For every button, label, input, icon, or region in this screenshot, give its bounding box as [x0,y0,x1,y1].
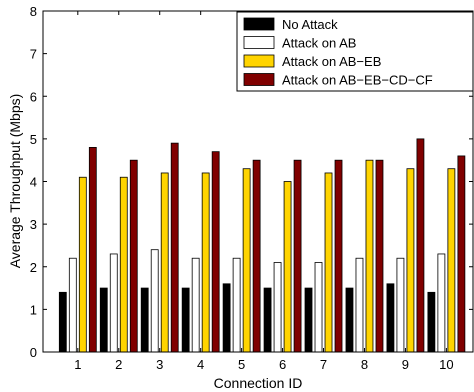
bar-series-4-connection-10 [457,155,466,353]
axes-group: 0 1 2 3 4 5 6 7 8 1 2 3 4 5 6 7 8 9 10 [30,4,474,372]
bar-series-2-connection-5 [232,257,241,353]
legend-label-series-3: Attack on AB−EB [282,54,381,69]
x-tick-label: 3 [156,357,163,372]
bar-series-4-connection-3 [170,142,179,353]
x-tick-label: 6 [279,357,286,372]
bar-series-2-connection-2 [109,253,118,353]
bar-series-1-connection-6 [263,287,272,353]
x-axis-label: Connection ID [214,375,303,391]
legend-swatch-series-1 [243,17,275,31]
bar-series-3-connection-1 [78,176,87,353]
x-tick-label: 10 [439,357,453,372]
x-tick-label: 1 [74,357,81,372]
bar-series-3-connection-3 [160,172,169,353]
x-tick-label: 2 [115,357,122,372]
y-tick-label: 7 [30,47,37,62]
legend-box [236,11,474,92]
bar-series-4-connection-2 [129,159,138,353]
bar-series-2-connection-9 [396,257,405,353]
bar-series-1-connection-8 [345,287,354,353]
legend-swatch-series-3 [243,54,275,68]
bar-series-4-connection-7 [334,159,343,353]
legend-swatch-series-2 [243,36,275,49]
bars-group [58,138,466,353]
x-tick-label: 4 [197,357,204,372]
bar-series-3-connection-8 [365,159,374,353]
bar-series-2-connection-1 [68,257,77,353]
bar-series-1-connection-5 [222,283,231,353]
bar-series-4-connection-6 [293,159,302,353]
y-tick-label: 8 [30,4,37,19]
bar-series-3-connection-9 [406,168,415,353]
bar-series-2-connection-7 [314,262,323,353]
y-tick-label: 2 [30,260,37,275]
bar-series-3-connection-7 [324,172,333,353]
bar-series-1-connection-10 [427,291,436,353]
y-tick-label: 5 [30,132,37,147]
bar-series-4-connection-8 [375,159,384,353]
y-axis-label: Average Throughput (Mbps) [7,94,23,269]
x-tick-label: 8 [361,357,368,372]
legend: No Attack Attack on AB Attack on AB−EB Atta… [236,11,474,92]
bar-series-3-connection-5 [242,168,251,353]
bar-series-1-connection-9 [386,283,395,353]
y-tick-label: 1 [30,302,37,317]
x-tick-label: 9 [402,357,409,372]
bar-series-1-connection-7 [304,287,313,353]
bar-series-2-connection-10 [437,253,446,353]
y-tick-label: 0 [30,345,37,360]
bar-series-4-connection-1 [88,146,97,353]
bar-series-3-connection-6 [283,181,292,353]
legend-swatch-series-4 [243,73,275,86]
bar-series-1-connection-3 [140,287,149,353]
legend-label-series-1: No Attack [282,17,338,32]
bar-series-2-connection-8 [355,257,364,353]
bar-series-2-connection-4 [191,257,200,353]
x-tick-label: 5 [238,357,245,372]
bar-series-3-connection-4 [201,172,210,353]
bar-series-2-connection-3 [150,249,159,353]
bar-series-2-connection-6 [273,262,282,353]
bar-series-1-connection-4 [181,287,190,353]
bar-series-4-connection-4 [211,151,220,353]
bar-series-4-connection-5 [252,159,261,353]
bar-series-3-connection-2 [119,176,128,353]
bar-series-3-connection-10 [447,168,456,353]
legend-label-series-2: Attack on AB [282,36,356,51]
bar-series-1-connection-1 [58,291,67,353]
bar-series-4-connection-9 [416,138,425,353]
legend-label-series-4: Attack on AB−EB−CD−CF [282,73,433,88]
x-tick-label: 7 [320,357,327,372]
bar-series-1-connection-2 [99,287,108,353]
y-tick-label: 4 [30,175,37,190]
y-tick-label: 6 [30,89,37,104]
y-tick-label: 3 [30,217,37,232]
